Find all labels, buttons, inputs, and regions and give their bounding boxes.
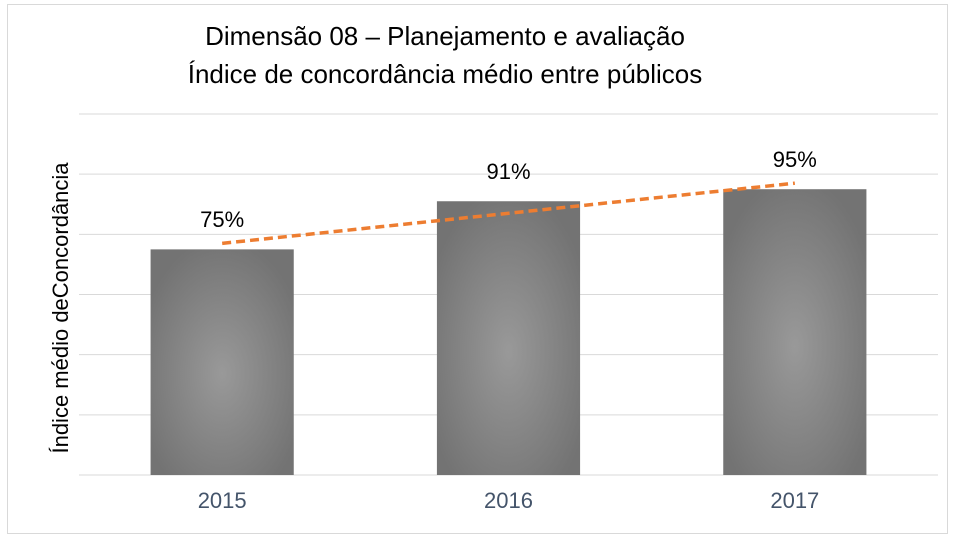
x-tick-label: 2015: [198, 488, 247, 513]
data-label: 75%: [200, 207, 244, 232]
data-label: 95%: [773, 147, 817, 172]
data-label: 91%: [486, 159, 530, 184]
chart-title: Dimensão 08 – Planejamento e avaliação: [205, 21, 685, 51]
x-tick-label: 2016: [484, 488, 533, 513]
y-axis-label: Índice médio deConcordância: [48, 162, 73, 454]
x-tick-label: 2017: [770, 488, 819, 513]
bar: [436, 201, 581, 475]
bar: [723, 189, 867, 476]
chart-subtitle: Índice de concordância médio entre públi…: [188, 59, 703, 89]
bar: [150, 249, 294, 475]
trendline: [221, 181, 796, 246]
